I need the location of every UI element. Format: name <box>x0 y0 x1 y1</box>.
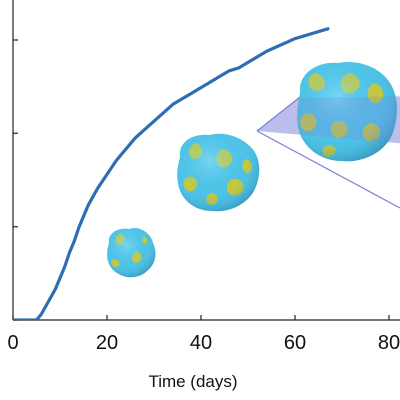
x-tick-label-60: 60 <box>284 332 306 354</box>
growth-curve-line <box>13 27 330 320</box>
small-spheroid <box>107 227 156 278</box>
x-tick-label-40: 40 <box>190 332 212 354</box>
x-tick-label-0: 0 <box>7 332 18 354</box>
medium-spheroid <box>177 133 260 212</box>
slice-plane-edge-bottom <box>256 130 400 209</box>
plot-area <box>13 27 400 320</box>
x-axis-label: Time (days) <box>148 372 237 391</box>
tick-labels: 0 20 40 60 80 <box>7 332 400 354</box>
slice-plane-overlay <box>257 96 400 144</box>
slice-plane-edge-top <box>256 96 301 132</box>
large-spheroid <box>257 61 400 162</box>
x-tick-label-80: 80 <box>378 332 400 354</box>
x-tick-label-20: 20 <box>96 332 118 354</box>
axes <box>12 0 400 321</box>
